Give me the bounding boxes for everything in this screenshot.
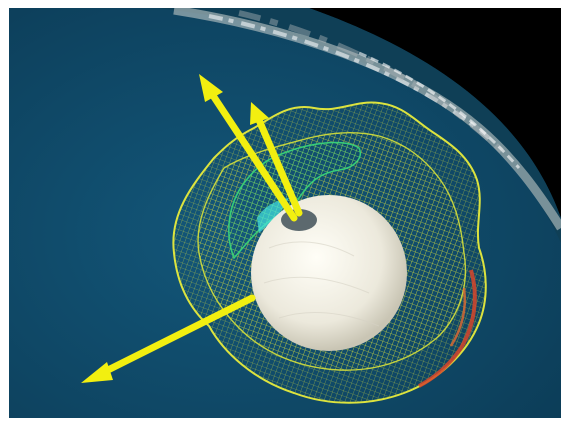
central-sphere-icon bbox=[251, 195, 407, 351]
scene-svg bbox=[9, 8, 561, 418]
vector-arrow-icon bbox=[81, 74, 303, 383]
visualization-viewport bbox=[9, 8, 561, 418]
earth-globe-icon bbox=[159, 8, 561, 243]
space-region bbox=[309, 8, 561, 218]
